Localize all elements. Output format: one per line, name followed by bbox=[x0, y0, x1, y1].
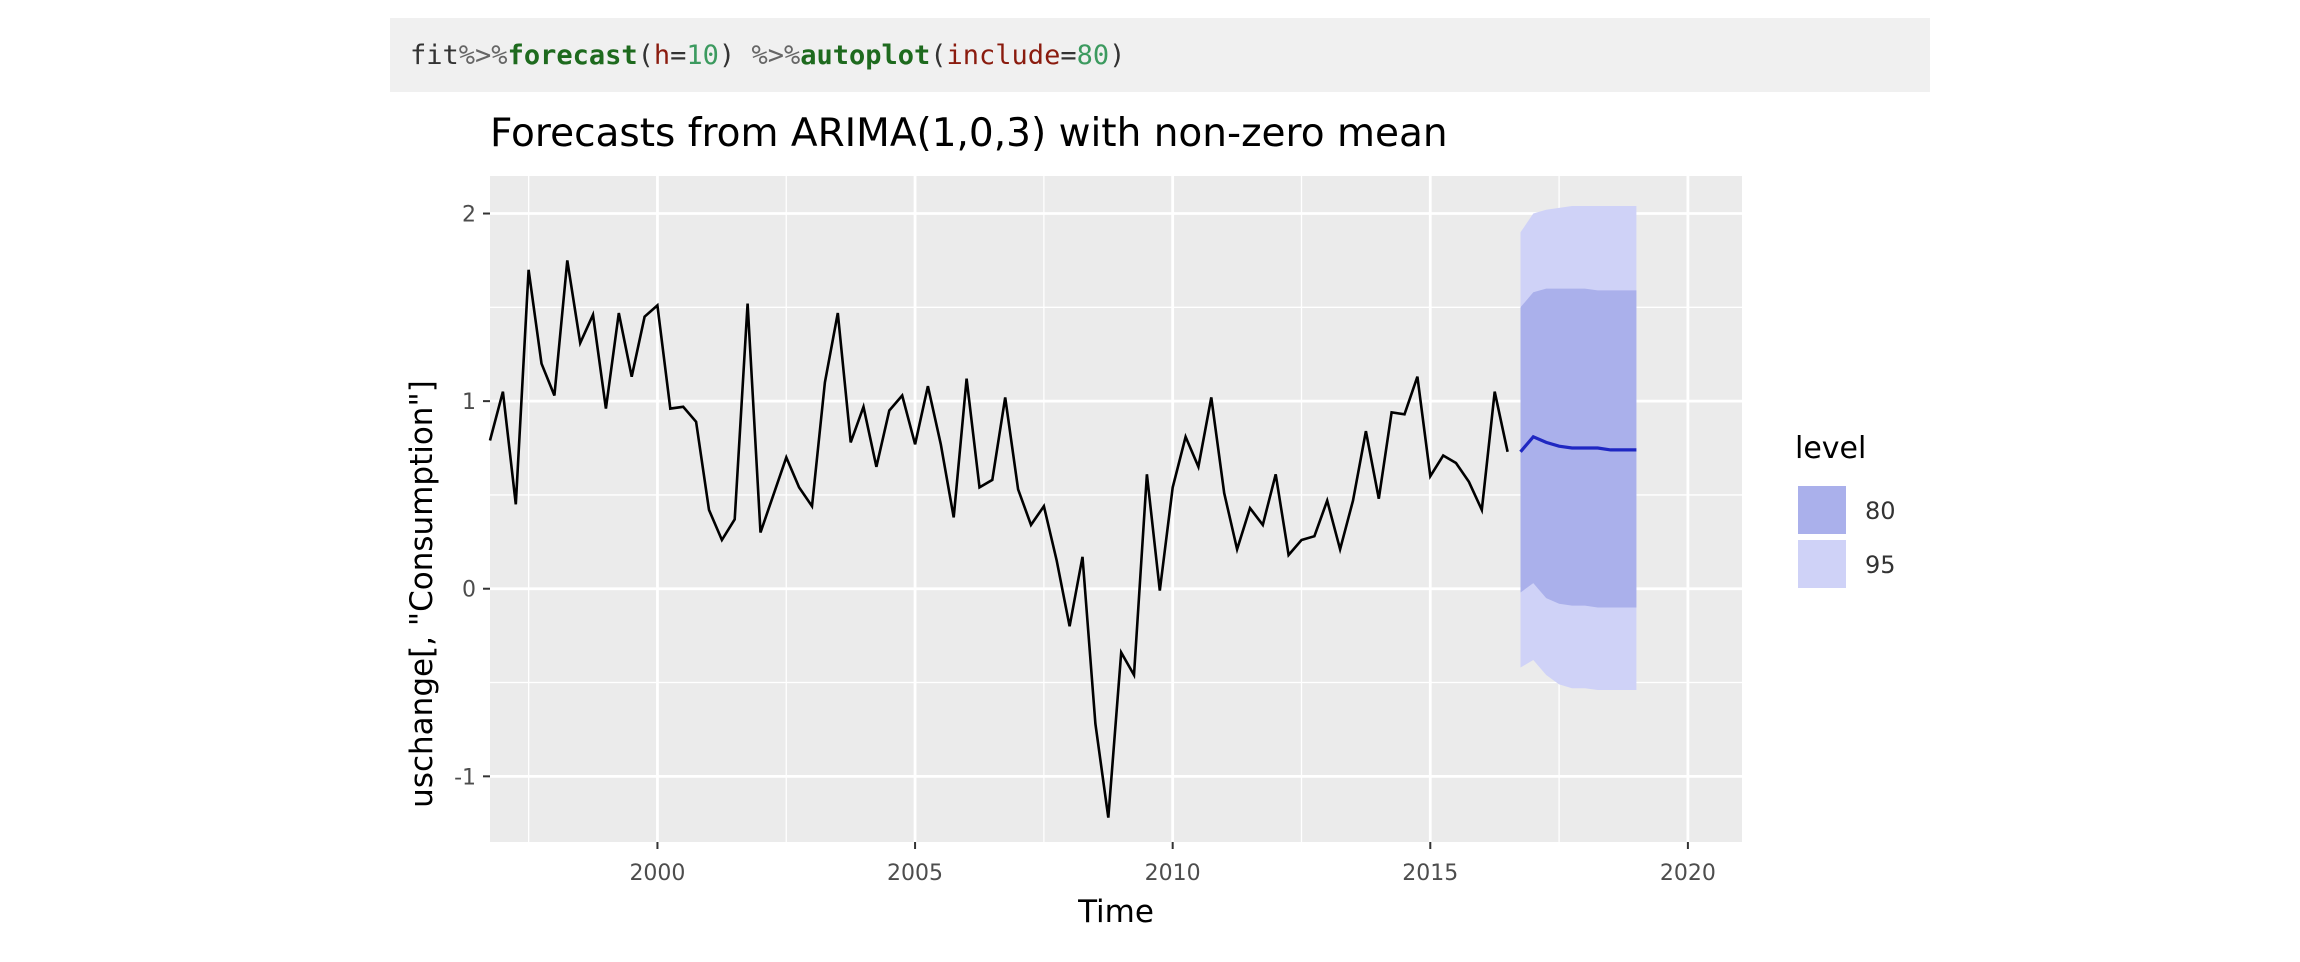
x-tick-label-2020: 2020 bbox=[1660, 861, 1716, 886]
code-arg-h: h bbox=[653, 39, 671, 71]
y-tick-label--1: -1 bbox=[454, 765, 476, 790]
code-value-h: 10 bbox=[686, 39, 719, 71]
code-arg-include: include bbox=[946, 39, 1061, 71]
code-function-forecast: forecast bbox=[507, 39, 638, 71]
legend-key-80 bbox=[1798, 486, 1846, 534]
code-object: fit bbox=[410, 39, 459, 71]
forecast-chart: Forecasts from ARIMA(1,0,3) with non-zer… bbox=[404, 111, 1896, 930]
code-value-include: 80 bbox=[1076, 39, 1110, 71]
y-tick-label-2: 2 bbox=[462, 203, 476, 228]
code-function-autoplot: autoplot bbox=[800, 39, 931, 71]
x-axis-title: Time bbox=[1077, 894, 1154, 930]
y-tick-label-1: 1 bbox=[462, 390, 476, 415]
legend-label-80: 80 bbox=[1865, 497, 1896, 525]
legend-title: level bbox=[1795, 431, 1866, 466]
x-axis: 2000 2005 2010 2015 2020 bbox=[629, 842, 1716, 886]
y-tick-label-0: 0 bbox=[462, 578, 476, 603]
y-axis: -1 0 1 2 bbox=[454, 203, 490, 790]
legend: level 80 95 bbox=[1795, 431, 1896, 588]
major-gridlines bbox=[490, 176, 1742, 842]
x-tick-label-2010: 2010 bbox=[1145, 861, 1201, 886]
series-line-forecast bbox=[1519, 434, 1637, 453]
series-line-history bbox=[488, 260, 1509, 818]
y-axis-title: uschange[, "Consumption"] bbox=[404, 380, 440, 808]
legend-label-95: 95 bbox=[1865, 551, 1896, 579]
code-pipe-2: %>% bbox=[751, 39, 801, 71]
x-tick-label-2005: 2005 bbox=[887, 861, 943, 886]
x-tick-label-2015: 2015 bbox=[1402, 861, 1458, 886]
chart-title: Forecasts from ARIMA(1,0,3) with non-zer… bbox=[490, 111, 1448, 156]
code-block: fit %>% forecast(h = 10) %>% autoplot(incl… bbox=[390, 18, 1930, 92]
legend-key-95 bbox=[1798, 540, 1846, 588]
code-pipe-1: %>% bbox=[458, 39, 508, 71]
x-tick-label-2000: 2000 bbox=[629, 861, 685, 886]
